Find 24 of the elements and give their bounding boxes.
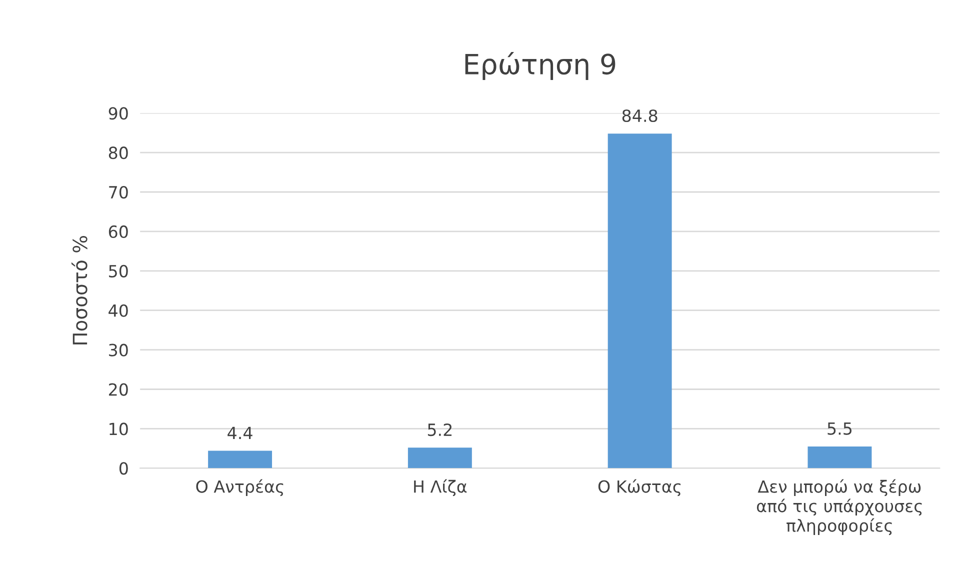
y-axis-title: Ποσοστό %: [72, 236, 88, 344]
y-tick-label: 20: [108, 383, 128, 396]
data-label: 5.5: [828, 422, 852, 435]
x-tick-label: Ο Κώστας: [598, 479, 681, 496]
x-tick-label: Η Λίζα: [414, 479, 467, 496]
y-tick-label: 60: [108, 225, 128, 238]
data-label: 5.2: [428, 423, 452, 436]
y-tick-label: 40: [108, 304, 128, 317]
y-tick-label: 90: [108, 107, 128, 120]
x-tick-label: Δεν μπορώ να ξέρω από τις υπάρχουσες πληροφορίες: [756, 479, 922, 536]
x-tick-label: Ο Αντρέας: [196, 479, 284, 496]
bar: [808, 446, 872, 468]
y-tick-label: 80: [108, 146, 128, 160]
y-tick-label: 0: [119, 462, 128, 475]
y-tick-label: 10: [110, 422, 128, 436]
data-label: 4.4: [228, 426, 252, 439]
bar: [608, 134, 672, 468]
y-tick-label: 50: [109, 264, 128, 278]
y-tick-label: 70: [109, 186, 128, 199]
data-label: 84.8: [622, 109, 658, 122]
y-tick-label: 30: [109, 344, 128, 356]
bar: [208, 450, 272, 468]
bar: [408, 448, 472, 468]
chart-title: Ερώτηση 9: [465, 52, 616, 80]
